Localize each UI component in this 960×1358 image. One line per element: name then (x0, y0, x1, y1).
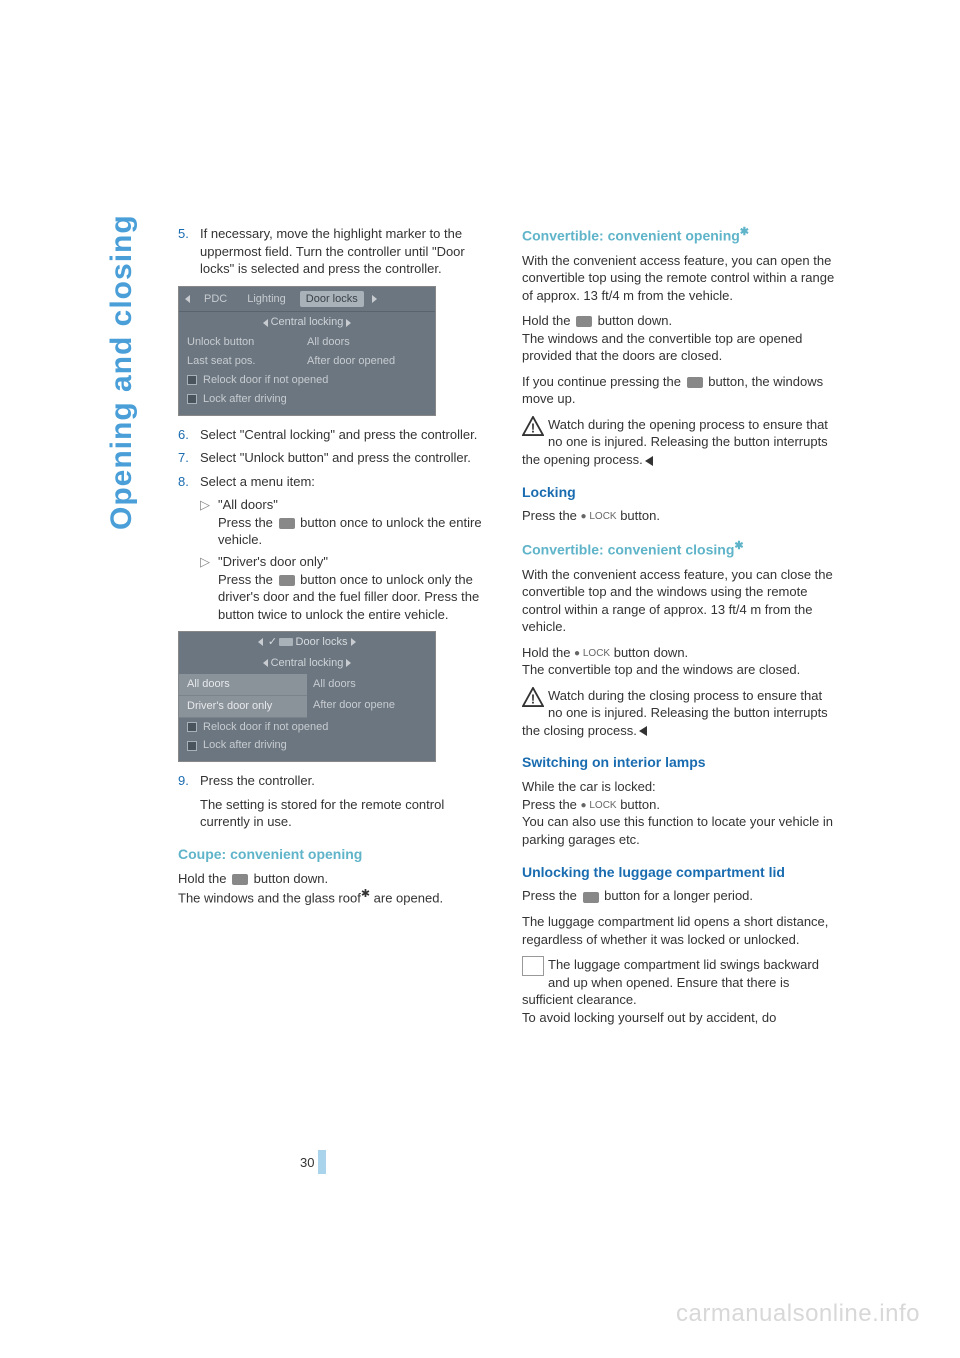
step-5: 5. If necessary, move the highlight mark… (178, 225, 494, 278)
paragraph: Press the ● LOCK button. (522, 507, 838, 525)
arrow-left-icon (185, 295, 190, 303)
trunk-button-icon (583, 892, 599, 903)
checkbox-row: Lock after driving (179, 390, 435, 415)
paragraph: Hold the button down. The windows and th… (178, 870, 494, 907)
dropdown-item: All doors (179, 674, 307, 696)
paragraph: Press the button for a longer period. (522, 887, 838, 905)
paragraph: The luggage compartment lid opens a shor… (522, 913, 838, 948)
remote-button-icon (687, 377, 703, 388)
bullet-text: "Driver's door only" Press the button on… (218, 553, 494, 623)
top-label: ✓Door locks (179, 632, 435, 653)
warning-block: ! Watch during the closing process to en… (522, 687, 838, 740)
bullet-marker-icon: ▷ (200, 496, 218, 549)
lock-icon: ● LOCK (581, 799, 617, 813)
step-text: If necessary, move the highlight marker … (200, 225, 494, 278)
paragraph: Hold the ● LOCK button down. The convert… (522, 644, 838, 679)
watermark: carmanualsonline.info (676, 1300, 920, 1328)
step-number: 9. (178, 772, 200, 790)
bullet-all-doors: ▷ "All doors" Press the button once to u… (200, 496, 494, 549)
checkbox-row: Relock door if not opened (179, 371, 435, 390)
paragraph: Hold the button down. The windows and th… (522, 312, 838, 365)
menu-value: After door opene (307, 695, 435, 716)
step-6: 6. Select "Central locking" and press th… (178, 426, 494, 444)
submenu-label: Central locking (179, 312, 435, 333)
paragraph: While the car is locked: Press the ● LOC… (522, 778, 838, 848)
step-number: 5. (178, 225, 200, 278)
paragraph: With the convenient access feature, you … (522, 252, 838, 305)
end-marker-icon (639, 726, 647, 736)
right-column: Convertible: convenient opening✱ With th… (522, 225, 838, 1034)
remote-button-icon (279, 575, 295, 586)
checkbox-icon (187, 741, 197, 751)
heading-luggage: Unlocking the luggage compartment lid (522, 863, 838, 882)
checkbox-row: Relock door if not opened (179, 718, 435, 737)
bullet-drivers-door: ▷ "Driver's door only" Press the button … (200, 553, 494, 623)
step-8: 8. Select a menu item: (178, 473, 494, 491)
paragraph: If you continue pressing the button, the… (522, 373, 838, 408)
idrive-screenshot-2: ✓Door locks Central locking All doors Dr… (178, 631, 436, 762)
checkbox-icon (187, 375, 197, 385)
car-icon (279, 638, 293, 646)
lock-icon: ● LOCK (574, 647, 610, 661)
left-column: 5. If necessary, move the highlight mark… (178, 225, 494, 1034)
bullet-marker-icon: ▷ (200, 553, 218, 623)
end-marker-icon (645, 456, 653, 466)
heading-interior-lamps: Switching on interior lamps (522, 753, 838, 772)
remote-button-icon (232, 874, 248, 885)
tabs-row: PDC Lighting Door locks (179, 287, 435, 313)
step-9: 9. Press the controller. (178, 772, 494, 790)
arrow-right-icon (372, 295, 377, 303)
remote-button-icon (279, 518, 295, 529)
section-title: Opening and closing (105, 214, 139, 530)
info-icon (522, 956, 544, 976)
bullet-text: "All doors" Press the button once to unl… (218, 496, 494, 549)
checkbox-row: Lock after driving (179, 736, 435, 761)
checkbox-icon (187, 394, 197, 404)
page-number: 30 (300, 1155, 314, 1170)
step-number: 8. (178, 473, 200, 491)
step-text: Select "Central locking" and press the c… (200, 426, 494, 444)
tab-lighting: Lighting (241, 291, 292, 308)
step-subtext: The setting is stored for the remote con… (200, 796, 494, 831)
page-content: 5. If necessary, move the highlight mark… (178, 225, 838, 1034)
checkbox-icon (187, 722, 197, 732)
asterisk-icon: ✱ (361, 888, 370, 900)
asterisk-icon: ✱ (740, 226, 749, 238)
warning-block: ! Watch during the opening process to en… (522, 416, 838, 469)
menu-row: Unlock button All doors (179, 333, 435, 352)
svg-text:!: ! (531, 420, 535, 435)
info-block: The luggage compartment lid swings backw… (522, 956, 838, 1026)
lock-icon: ● LOCK (581, 510, 617, 524)
tab-pdc: PDC (198, 291, 233, 308)
step-text: Press the controller. (200, 772, 494, 790)
heading-locking: Locking (522, 483, 838, 502)
heading-coupe-opening: Coupe: convenient opening (178, 845, 494, 864)
step-text: Select "Unlock button" and press the con… (200, 449, 494, 467)
menu-value: All doors (307, 674, 435, 695)
step-text: Select a menu item: (200, 473, 494, 491)
tab-door-locks: Door locks (300, 291, 364, 308)
warning-icon: ! (522, 416, 544, 436)
submenu-label: Central locking (179, 653, 435, 674)
svg-text:!: ! (531, 691, 535, 706)
asterisk-icon: ✱ (734, 540, 743, 552)
heading-convertible-closing: Convertible: convenient closing✱ (522, 539, 838, 560)
idrive-screenshot-1: PDC Lighting Door locks Central locking … (178, 286, 436, 416)
step-7: 7. Select "Unlock button" and press the … (178, 449, 494, 467)
dropdown-menu: All doors Driver's door only (179, 674, 307, 718)
heading-convertible-opening: Convertible: convenient opening✱ (522, 225, 838, 246)
menu-row: Last seat pos. After door opened (179, 352, 435, 371)
paragraph: With the convenient access feature, you … (522, 566, 838, 636)
page-marker-bar (318, 1150, 326, 1174)
step-number: 6. (178, 426, 200, 444)
step-number: 7. (178, 449, 200, 467)
remote-button-icon (576, 316, 592, 327)
dropdown-item: Driver's door only (179, 696, 307, 718)
warning-icon: ! (522, 687, 544, 707)
